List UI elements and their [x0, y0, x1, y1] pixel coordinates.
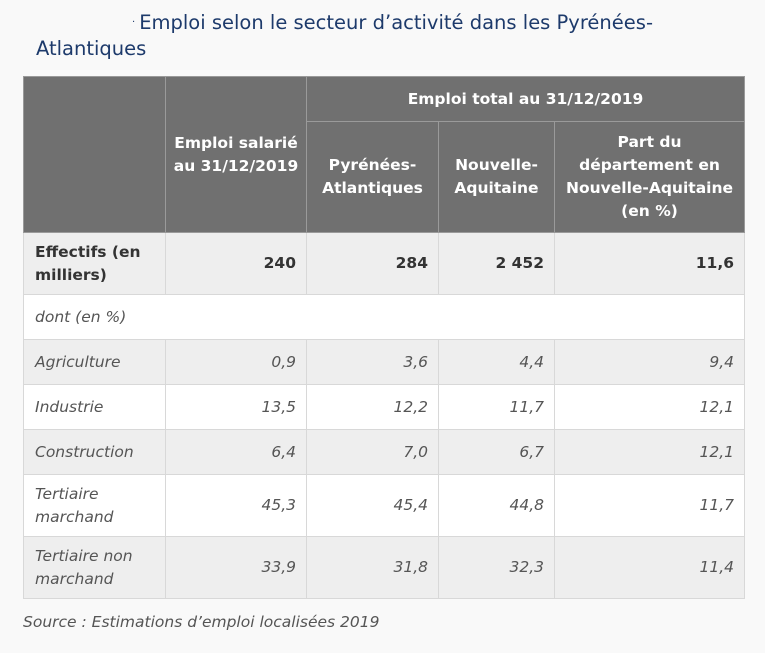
cell-value: 45,4 [306, 474, 439, 537]
table-row-dont: dont (en %) [22, 294, 746, 340]
table-row: Construction 6,4 7,0 6,7 12,1 [23, 429, 746, 475]
source-note: Source : Estimations d’emploi localisées… [23, 613, 380, 631]
table-row: Industrie 13,5 12,2 11,7 12,1 [23, 384, 746, 430]
cell-value: 44,8 [438, 474, 555, 537]
cell-value: 284 [306, 232, 439, 295]
row-label: Effectifs (en milliers) [23, 232, 166, 295]
title-line-1: Emploi selon le secteur d’activité dans … [139, 11, 653, 34]
cell-value: 11,6 [553, 232, 746, 295]
header-part-departement: Part du département en Nouvelle-Aquitain… [553, 121, 746, 233]
row-label: Tertiaire marchand [23, 474, 166, 537]
header-pyrenees-atlantiques: Pyrénées-Atlantiques [306, 121, 439, 233]
header-corner [23, 76, 166, 233]
cell-value: 33,9 [165, 536, 307, 599]
cell-value: 12,1 [553, 384, 746, 430]
cell-value: 6,7 [438, 429, 555, 475]
cell-value: 12,2 [306, 384, 439, 430]
row-label: Tertiaire non marchand [23, 536, 166, 599]
cell-value: 45,3 [165, 474, 307, 537]
cell-value: 2 452 [438, 232, 555, 295]
cell-value: 11,4 [553, 536, 746, 599]
header-emploi-salarie: Emploi salarié au 31/12/2019 [165, 76, 307, 233]
cell-value: 9,4 [553, 339, 746, 385]
cell-value: 240 [165, 232, 307, 295]
row-label: Industrie [23, 384, 166, 430]
cell-value: 6,4 [165, 429, 307, 475]
dont-label: dont (en %) [22, 294, 746, 340]
cell-value: 11,7 [553, 474, 746, 537]
header-nouvelle-aquitaine: Nouvelle-Aquitaine [438, 121, 555, 233]
table-row: Tertiaire marchand 45,3 45,4 44,8 11,7 [23, 474, 746, 537]
cell-value: 4,4 [438, 339, 555, 385]
cell-value: 3,6 [306, 339, 439, 385]
row-label: Agriculture [23, 339, 166, 385]
bullet-icon: · [132, 17, 136, 28]
cell-value: 7,0 [306, 429, 439, 475]
cell-value: 13,5 [165, 384, 307, 430]
table-row-effectifs: Effectifs (en milliers) 240 284 2 452 11… [23, 232, 746, 295]
cell-value: 11,7 [438, 384, 555, 430]
table-row: Agriculture 0,9 3,6 4,4 9,4 [23, 339, 746, 385]
cell-value: 32,3 [438, 536, 555, 599]
table-row: Tertiaire non marchand 33,9 31,8 32,3 11… [23, 536, 746, 599]
employment-table: Emploi salarié au 31/12/2019 Emploi tota… [22, 76, 746, 599]
cell-value: 12,1 [553, 429, 746, 475]
cell-value: 0,9 [165, 339, 307, 385]
header-emploi-total: Emploi total au 31/12/2019 [305, 76, 746, 122]
cell-value: 31,8 [306, 536, 439, 599]
table-title: · Emploi selon le secteur d’activité dans… [36, 10, 736, 62]
title-line-2: Atlantiques [36, 37, 147, 60]
row-label: Construction [23, 429, 166, 475]
